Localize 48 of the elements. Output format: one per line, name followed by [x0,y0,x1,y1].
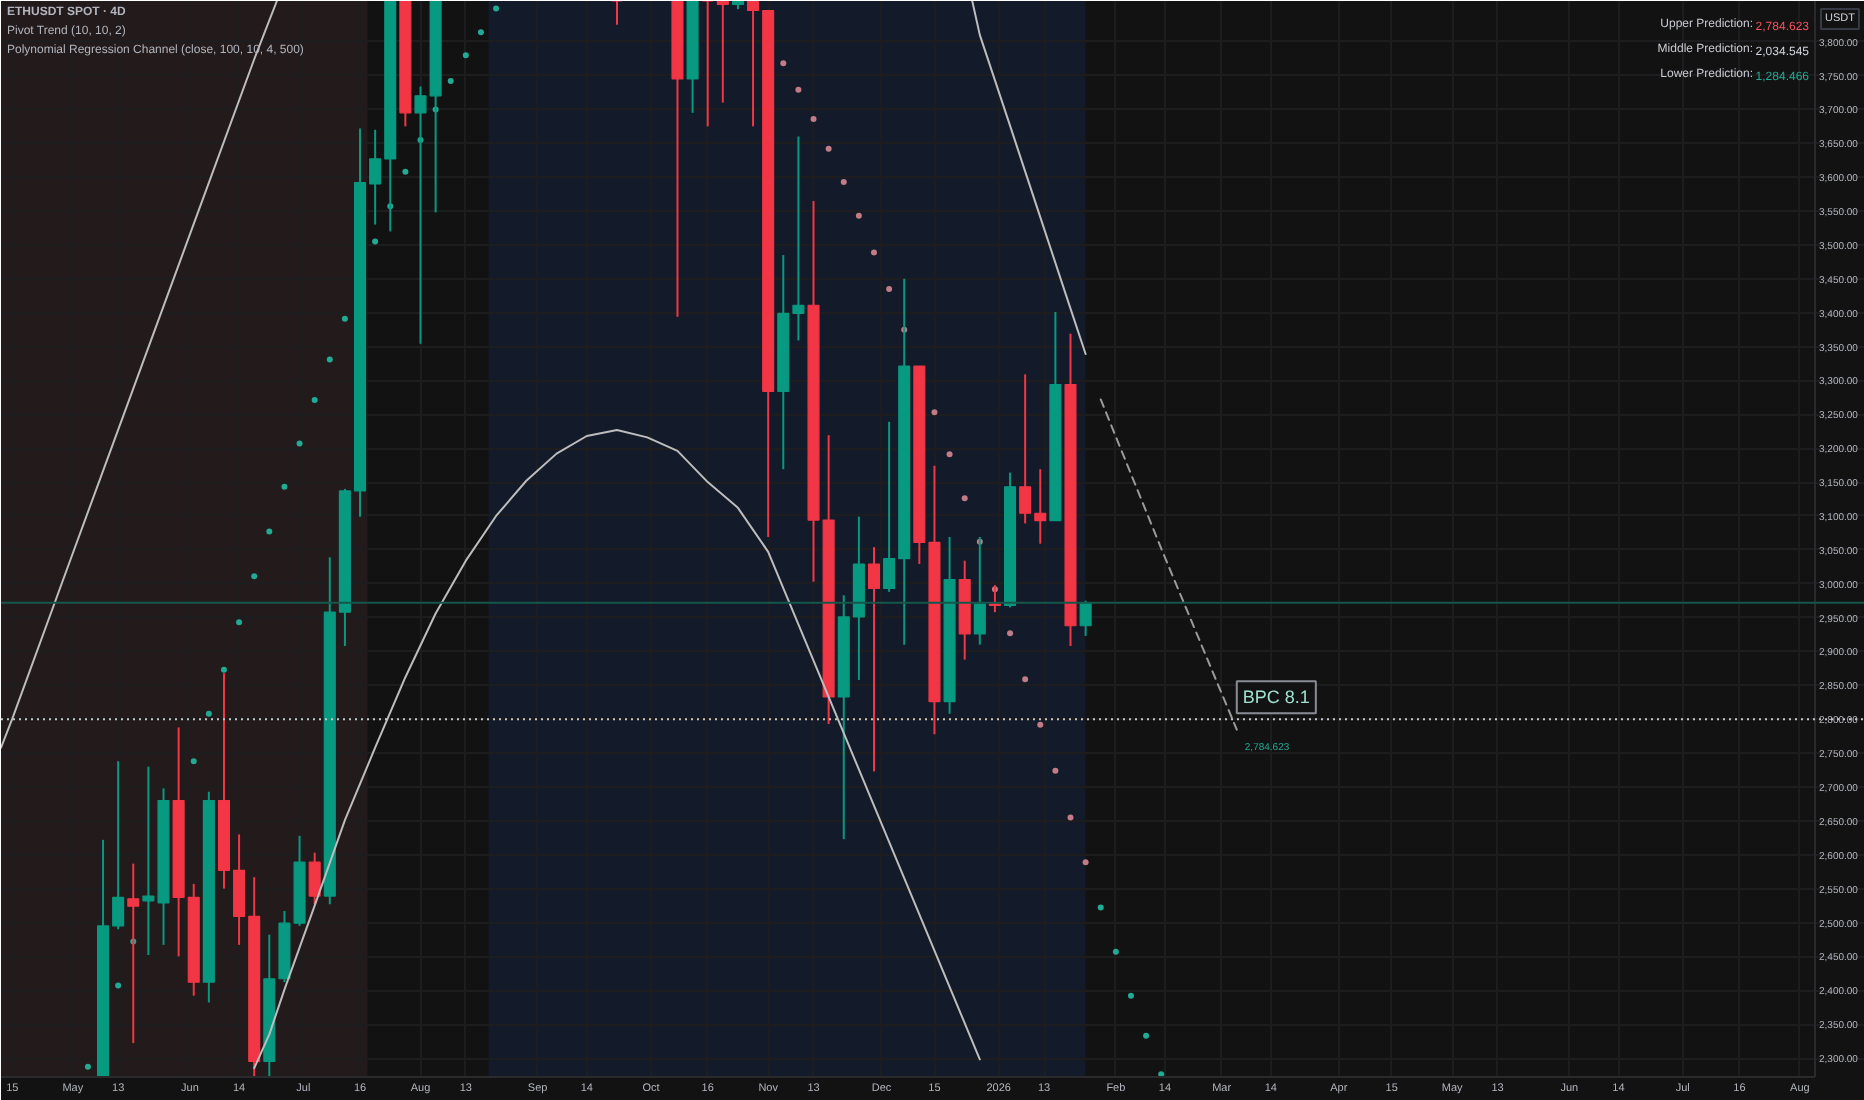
point [402,168,409,175]
annotation: BPC 8.1 [1242,687,1310,708]
point [493,5,500,12]
point [115,982,122,989]
point [1037,721,1044,728]
candlestick [1079,599,1092,637]
point [311,397,318,404]
point [251,573,258,580]
candlestick [867,546,881,773]
point [1022,676,1029,683]
point [462,52,469,59]
point [1097,904,1104,911]
point [84,1063,91,1070]
candlestick [308,851,321,906]
point [220,666,227,673]
point [931,409,938,416]
point [855,212,862,219]
point [795,86,802,93]
candlestick [701,1,714,128]
point [372,238,379,245]
point [946,451,953,458]
point [840,178,847,185]
point [477,29,484,36]
point [1082,859,1089,866]
point [1067,814,1074,821]
point [205,710,212,717]
point [780,60,787,67]
point [341,315,348,322]
point [1127,992,1134,999]
point [810,115,817,122]
point [266,528,273,535]
point [1112,948,1119,955]
point [296,440,303,447]
point [1143,1032,1150,1039]
point [886,285,893,292]
point [870,249,877,256]
point [281,483,288,490]
point [236,619,243,626]
point [961,495,968,502]
point [1158,1071,1165,1077]
point [326,356,333,363]
candlestick [716,1,729,104]
candlestick [610,1,624,26]
point [1052,767,1059,774]
point [825,145,832,152]
point [190,758,197,765]
point [447,77,454,84]
point [1007,630,1014,637]
